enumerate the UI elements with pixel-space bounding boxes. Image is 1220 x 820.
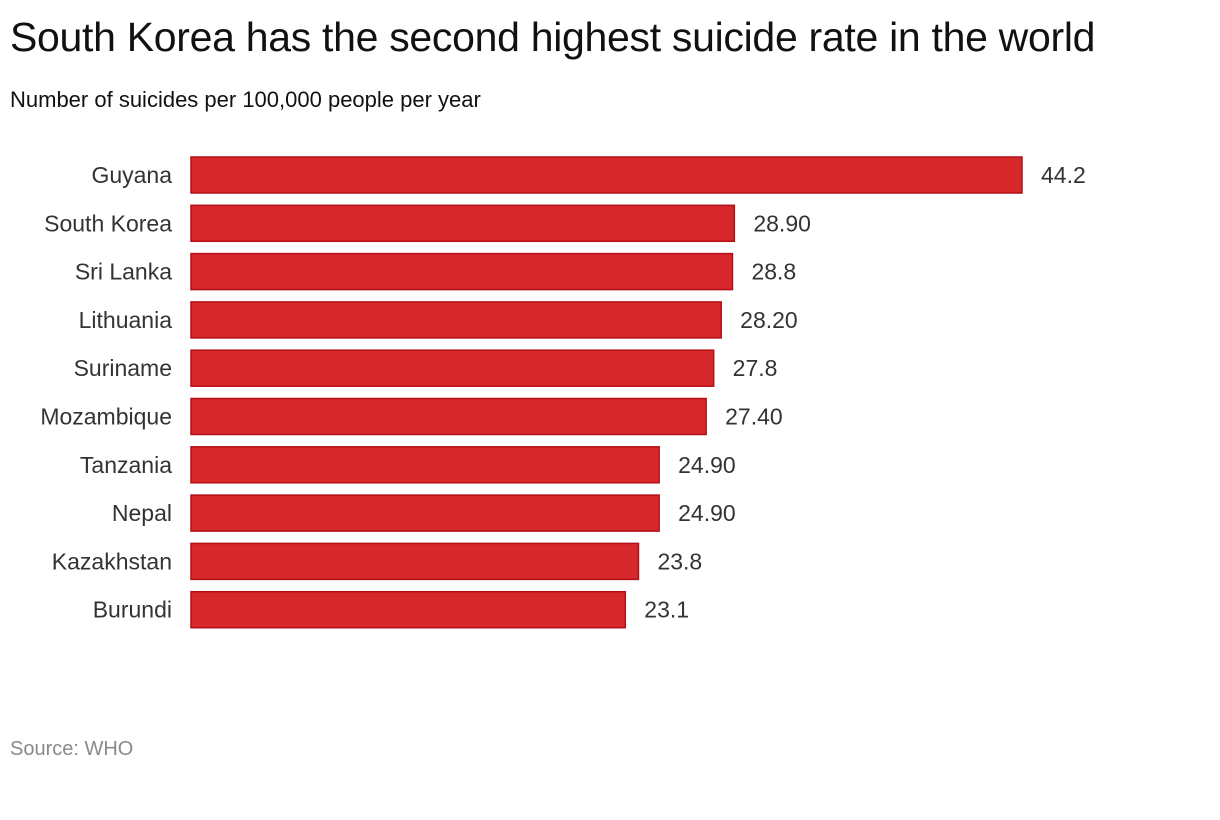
category-labels: Guyana South Korea Sri Lanka Lithuania Surin…	[40, 162, 172, 623]
bar-tanzania	[190, 446, 660, 484]
category-label-mozambique: Mozambique	[40, 404, 172, 430]
category-label-nepal: Nepal	[112, 500, 172, 526]
value-label-guyana: 44.2	[1041, 162, 1086, 188]
bar-nepal	[190, 494, 660, 532]
bar-south-korea	[190, 204, 736, 243]
category-label-sri-lanka: Sri Lanka	[75, 259, 172, 285]
value-label-sri-lanka: 28.8	[751, 259, 796, 285]
bar-lithuania	[190, 301, 722, 339]
bar-group	[190, 156, 1023, 629]
bar-burundi	[190, 590, 627, 629]
bar-chart: Guyana South Korea Sri Lanka Lithuania Surin…	[40, 156, 1086, 629]
chart-subtitle: Number of suicides per 100,000 people pe…	[10, 87, 481, 112]
value-label-south-korea: 28.90	[753, 210, 811, 236]
bar-kazakhstan	[190, 542, 640, 581]
category-label-tanzania: Tanzania	[80, 452, 172, 478]
bar-guyana	[190, 156, 1023, 194]
category-label-guyana: Guyana	[91, 162, 172, 188]
source-note: Source: WHO	[10, 738, 134, 760]
category-label-lithuania: Lithuania	[79, 307, 173, 333]
category-label-kazakhstan: Kazakhstan	[52, 548, 172, 574]
value-label-kazakhstan: 23.8	[657, 548, 702, 574]
category-label-suriname: Suriname	[74, 355, 172, 381]
bar-suriname	[190, 349, 715, 387]
value-label-suriname: 27.8	[733, 355, 778, 381]
bar-mozambique	[190, 397, 707, 436]
value-labels: 44.2 28.90 28.8 28.20 27.8 27.40 24.90 24.90 23.…	[644, 162, 1085, 623]
value-label-burundi: 23.1	[644, 597, 689, 623]
category-label-burundi: Burundi	[93, 597, 172, 623]
value-label-mozambique: 27.40	[725, 404, 783, 430]
bar-sri-lanka	[190, 252, 734, 291]
value-label-lithuania: 28.20	[740, 307, 798, 333]
chart-title: South Korea has the second highest suici…	[10, 14, 1096, 60]
value-label-tanzania: 24.90	[678, 452, 736, 478]
value-label-nepal: 24.90	[678, 500, 736, 526]
category-label-south-korea: South Korea	[44, 210, 172, 236]
